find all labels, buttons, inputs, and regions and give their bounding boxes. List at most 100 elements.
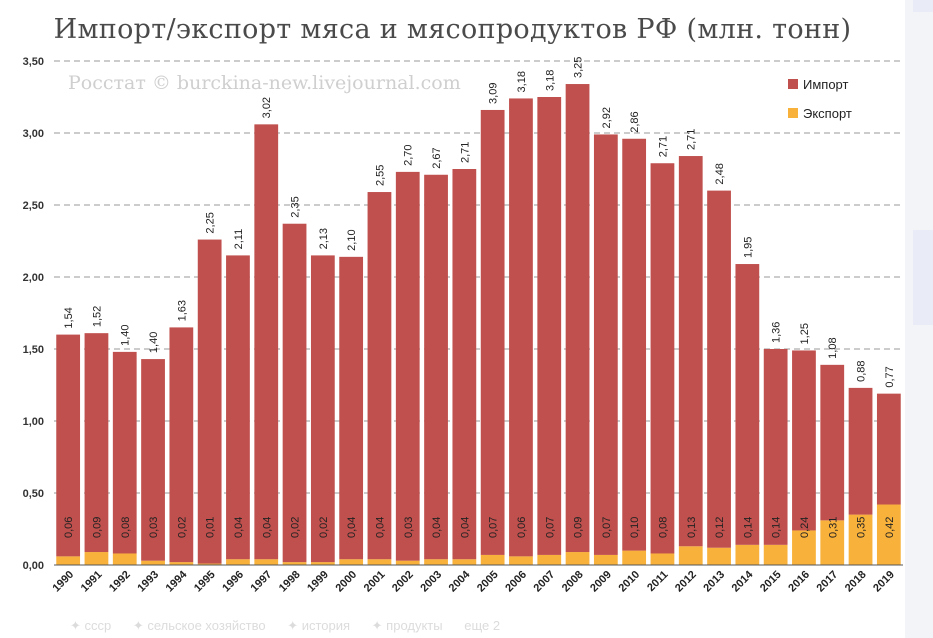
import-value-label: 2,55 — [374, 165, 386, 186]
import-value-label: 1,25 — [799, 323, 811, 344]
stacked-bar-chart: 0,00 0,50 1,00 1,50 2,00 2,50 3,00 3,50 Росстат … — [23, 56, 903, 595]
import-value-label: 1,40 — [120, 324, 132, 345]
bar-export — [792, 530, 816, 565]
x-tick-label: 1991 — [79, 569, 105, 595]
import-value-label: 1,54 — [63, 307, 75, 328]
footer-tag[interactable]: еще 2 — [464, 618, 501, 633]
x-tick-label: 2001 — [362, 569, 388, 595]
bar-export — [84, 552, 109, 565]
x-tick-label: 2000 — [333, 569, 359, 595]
bar-export — [735, 544, 760, 565]
export-value-label: 0,03 — [148, 517, 160, 538]
bar-import — [395, 171, 420, 561]
x-tick-label: 2004 — [447, 568, 473, 594]
bar-export — [565, 552, 590, 565]
footer-tag[interactable]: ✦ ссср — [70, 618, 112, 633]
x-tick-label: 2011 — [645, 569, 670, 594]
x-tick-label: 2016 — [786, 569, 812, 595]
export-value-label: 0,01 — [205, 517, 217, 538]
export-value-label: 0,10 — [629, 517, 641, 538]
import-value-label: 1,36 — [771, 322, 783, 343]
x-tick-label: 2014 — [730, 568, 756, 594]
export-value-label: 0,04 — [261, 517, 273, 538]
y-tick-label: 1,00 — [23, 416, 44, 428]
legend-label-import: Импорт — [803, 77, 848, 92]
x-tick-label: 2010 — [616, 569, 642, 595]
import-value-label: 1,40 — [148, 332, 160, 353]
bar-export — [622, 550, 647, 565]
bar-import — [848, 387, 873, 515]
export-value-label: 0,13 — [686, 517, 698, 538]
export-value-label: 0,24 — [799, 517, 811, 538]
export-value-label: 0,02 — [318, 517, 330, 538]
y-tick-label: 1,50 — [23, 344, 44, 356]
import-value-label: 3,18 — [544, 70, 556, 91]
footer-tag[interactable]: ✦ продукты — [371, 618, 443, 633]
legend-swatch-export — [788, 108, 798, 118]
export-value-label: 0,02 — [176, 517, 188, 538]
import-value-label: 1,95 — [742, 237, 754, 258]
x-tick-label: 1998 — [277, 569, 303, 595]
bar-export — [56, 556, 81, 565]
export-value-label: 0,07 — [601, 517, 613, 538]
bar-export — [452, 559, 477, 565]
bar-import — [310, 255, 335, 563]
bar-export — [254, 559, 279, 565]
y-tick-label: 3,50 — [23, 56, 44, 68]
import-value-label: 1,08 — [827, 337, 839, 358]
x-tick-label: 1997 — [249, 569, 275, 595]
import-value-label: 2,13 — [318, 228, 330, 249]
bar-export — [112, 553, 137, 565]
bar-import — [169, 327, 194, 563]
bar-import — [141, 359, 165, 561]
bar-export — [509, 556, 533, 565]
import-value-label: 2,92 — [601, 107, 613, 128]
export-value-label: 0,04 — [431, 517, 443, 538]
x-tick-label: 2005 — [475, 569, 501, 595]
export-value-label: 0,09 — [91, 517, 103, 538]
bar-import — [876, 393, 901, 505]
footer-tags: ✦ ссср ✦ сельское хозяйство ✦ история ✦ … — [70, 618, 518, 634]
bar-import — [480, 109, 505, 555]
x-tick-label: 1995 — [192, 569, 218, 595]
bar-export — [226, 559, 250, 565]
bar-export — [169, 562, 194, 565]
import-value-label: 2,35 — [290, 196, 302, 217]
footer-tag[interactable]: ✦ сельское хозяйство — [132, 618, 266, 633]
x-tick-label: 1999 — [305, 569, 331, 595]
bar-import — [254, 124, 279, 560]
x-tick-label: 2003 — [418, 569, 444, 595]
bar-export — [367, 559, 392, 565]
bar-import — [367, 192, 392, 560]
chart-title: Импорт/экспорт мяса и мясопродуктов РФ (… — [53, 14, 852, 45]
bar-import — [707, 190, 731, 548]
export-value-label: 0,07 — [488, 517, 500, 538]
page-side-strip — [905, 0, 933, 638]
y-tick-label: 2,50 — [23, 200, 44, 212]
bar-import — [84, 333, 109, 553]
export-value-label: 0,14 — [771, 517, 783, 538]
bar-export — [424, 559, 448, 565]
bar-export — [197, 563, 222, 565]
import-value-label: 1,63 — [176, 300, 188, 321]
import-value-label: 3,25 — [573, 57, 585, 78]
bar-export — [650, 553, 675, 565]
bar-export — [678, 546, 703, 565]
export-value-label: 0,12 — [714, 517, 726, 538]
bar-import — [339, 256, 364, 560]
export-value-label: 0,31 — [827, 517, 839, 538]
import-value-label: 3,09 — [488, 83, 500, 104]
bar-import — [509, 98, 533, 557]
bar-import — [678, 156, 703, 547]
footer-tag[interactable]: ✦ история — [287, 618, 351, 633]
bar-export — [707, 547, 731, 565]
x-tick-label: 2002 — [390, 569, 416, 595]
export-value-label: 0,06 — [516, 517, 528, 538]
import-value-label: 2,71 — [686, 129, 698, 150]
import-value-label: 1,52 — [91, 306, 103, 327]
bar-import — [226, 255, 250, 560]
bar-import — [424, 174, 448, 560]
export-value-label: 0,03 — [403, 517, 415, 538]
x-tick-label: 1994 — [164, 568, 190, 594]
bar-import — [792, 350, 816, 531]
